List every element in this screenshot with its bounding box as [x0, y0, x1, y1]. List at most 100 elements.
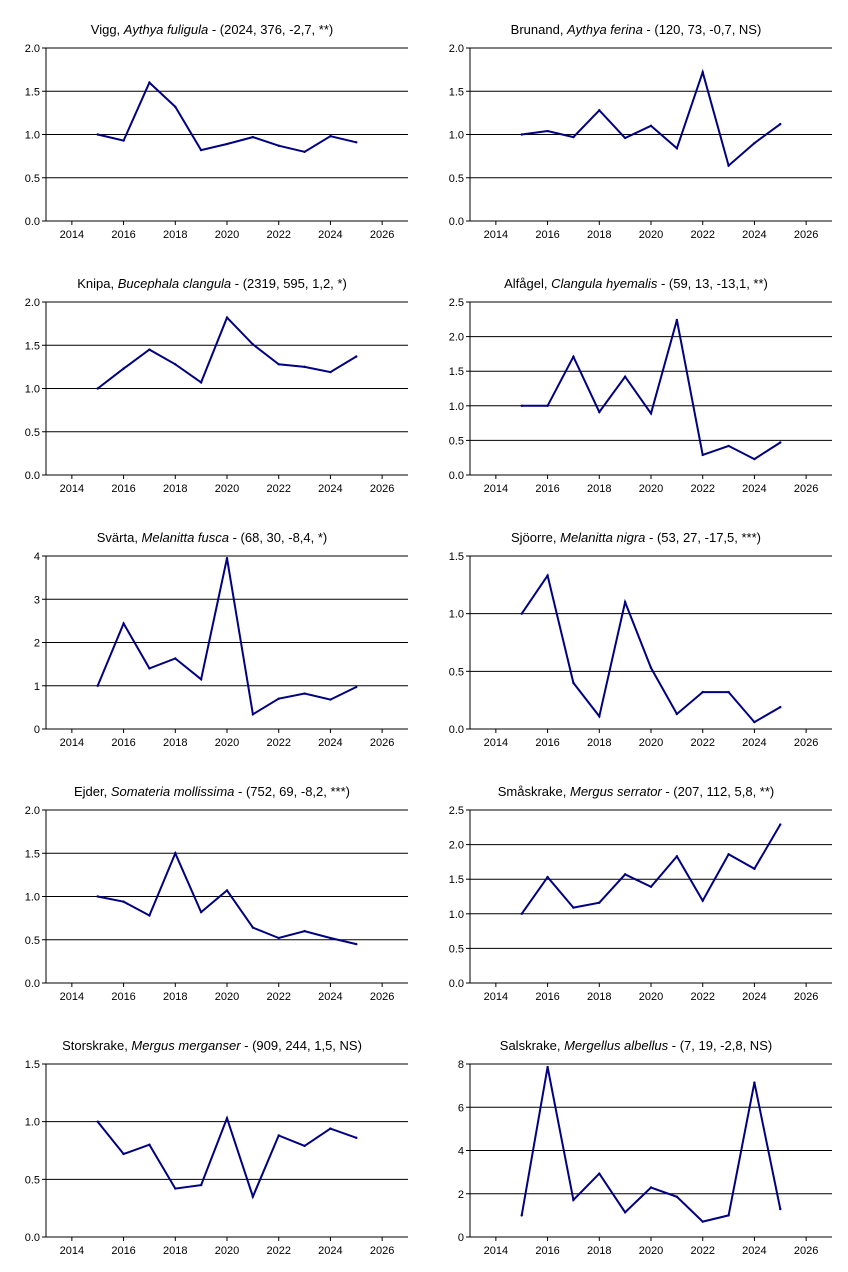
data-point — [598, 1172, 601, 1175]
y-tick-label: 4 — [458, 1146, 464, 1158]
chart-title: Svärta, Melanitta fusca - (68, 30, -8,4,… — [0, 530, 424, 545]
chart-plot: 0.0 0.5 1.0 1.5 2.0 2014 2016 2018 2020 2022 2024 2… — [25, 43, 408, 241]
chart-plot: 0.0 0.5 1.0 1.5 2014 2016 2018 2020 2022 2024 2026 — [449, 551, 832, 749]
x-tick-label: 2014 — [484, 229, 508, 241]
chart-title: Sjöorre, Melanitta nigra - (53, 27, -17,… — [424, 530, 848, 545]
x-tick-label: 2018 — [587, 229, 611, 241]
x-tick-label: 2022 — [266, 737, 290, 749]
data-point — [598, 715, 601, 718]
data-point — [623, 600, 627, 604]
series-line — [96, 557, 357, 716]
x-tick-label: 2020 — [215, 737, 239, 749]
data-point — [520, 404, 523, 407]
y-tick-label: 4 — [34, 551, 40, 563]
x-tick-label: 2018 — [163, 229, 187, 241]
data-point — [649, 1186, 653, 1189]
x-tick-label: 2020 — [639, 991, 663, 1003]
x-tick-label: 2024 — [742, 991, 766, 1003]
data-point — [355, 942, 358, 946]
data-point — [649, 885, 653, 889]
x-tick-label: 2018 — [163, 737, 187, 749]
data-point — [701, 1220, 704, 1223]
data-point — [675, 1195, 679, 1198]
data-point — [701, 899, 704, 902]
y-tick-label: 1.0 — [449, 909, 464, 921]
y-tick-label: 3 — [34, 594, 40, 606]
y-tick-label: 1.0 — [25, 130, 40, 142]
x-tick-label: 2024 — [742, 483, 766, 495]
data-point — [96, 133, 99, 136]
y-tick-label: 0.0 — [449, 978, 464, 990]
data-point — [148, 81, 151, 84]
data-point — [199, 148, 203, 152]
x-tick-label: 2018 — [587, 737, 611, 749]
series-line — [96, 1115, 357, 1200]
x-tick-label: 2026 — [794, 991, 818, 1003]
title-common-name: Sjöorre, — [510, 530, 561, 545]
y-tick-label: 6 — [458, 1102, 464, 1114]
chart-title: Knipa, Bucephala clangula - (2319, 595, … — [0, 276, 424, 291]
data-point — [598, 410, 601, 414]
y-tick-label: 1.5 — [449, 86, 464, 98]
data-point — [251, 343, 255, 346]
data-point — [329, 370, 332, 374]
data-point — [701, 690, 704, 694]
y-tick-label: 2 — [34, 638, 40, 650]
title-common-name: Vigg, — [90, 22, 124, 37]
chart-panel: Alfågel, Clangula hyemalis - (59, 13, -1… — [424, 254, 848, 508]
data-point — [148, 667, 151, 670]
chart-title: Storskrake, Mergus merganser - (909, 244… — [0, 1038, 424, 1053]
data-point — [122, 1152, 125, 1156]
y-tick-label: 2.0 — [25, 43, 40, 55]
data-point — [572, 681, 575, 685]
y-tick-label: 0.0 — [449, 470, 464, 482]
x-tick-label: 2022 — [266, 1245, 290, 1257]
title-latin-name: Melanitta fusca — [141, 530, 229, 545]
data-point — [96, 895, 99, 898]
title-stats: - (120, 73, -0,7, NS) — [642, 22, 762, 37]
title-common-name: Salskrake, — [499, 1038, 565, 1053]
data-point — [96, 387, 99, 390]
title-latin-name: Aythya fuligula — [123, 22, 209, 37]
data-point — [199, 910, 203, 914]
data-point — [779, 1207, 782, 1211]
y-tick-label: 0.5 — [25, 173, 40, 185]
data-point — [649, 124, 653, 128]
data-point — [675, 855, 679, 858]
x-tick-label: 2014 — [60, 1245, 84, 1257]
data-point — [329, 135, 332, 138]
x-tick-label: 2018 — [163, 1245, 187, 1257]
y-tick-label: 1.5 — [449, 874, 464, 886]
data-point — [623, 136, 627, 140]
data-point — [225, 889, 229, 892]
data-point — [779, 705, 782, 709]
chart-plot: 0.0 0.5 1.0 1.5 2.0 2.5 2014 2016 2018 2020 2022 20… — [449, 297, 832, 495]
x-tick-label: 2024 — [318, 991, 342, 1003]
title-common-name: Svärta, — [96, 530, 142, 545]
x-tick-label: 2020 — [639, 1245, 663, 1257]
x-tick-label: 2024 — [318, 1245, 342, 1257]
data-point — [753, 1081, 756, 1084]
x-tick-label: 2016 — [535, 737, 559, 749]
data-point — [148, 914, 151, 917]
y-tick-label: 1.5 — [25, 1059, 40, 1071]
data-point — [148, 348, 151, 351]
x-tick-label: 2024 — [318, 737, 342, 749]
x-tick-label: 2020 — [215, 229, 239, 241]
data-point — [572, 135, 575, 139]
x-tick-label: 2018 — [163, 991, 187, 1003]
y-tick-label: 1 — [34, 681, 40, 693]
x-tick-label: 2018 — [587, 483, 611, 495]
data-point — [277, 1134, 280, 1137]
x-tick-label: 2020 — [215, 1245, 239, 1257]
data-point — [122, 900, 125, 903]
chart-panel: Brunand, Aythya ferina - (120, 73, -0,7,… — [424, 0, 848, 254]
data-point — [225, 142, 229, 146]
x-tick-label: 2014 — [60, 229, 84, 241]
data-point — [546, 404, 549, 407]
x-tick-label: 2022 — [690, 737, 714, 749]
series-line — [521, 319, 781, 461]
y-tick-label: 1.5 — [25, 340, 40, 352]
chart-title: Salskrake, Mergellus albellus - (7, 19, … — [424, 1038, 848, 1053]
data-point — [675, 318, 679, 322]
